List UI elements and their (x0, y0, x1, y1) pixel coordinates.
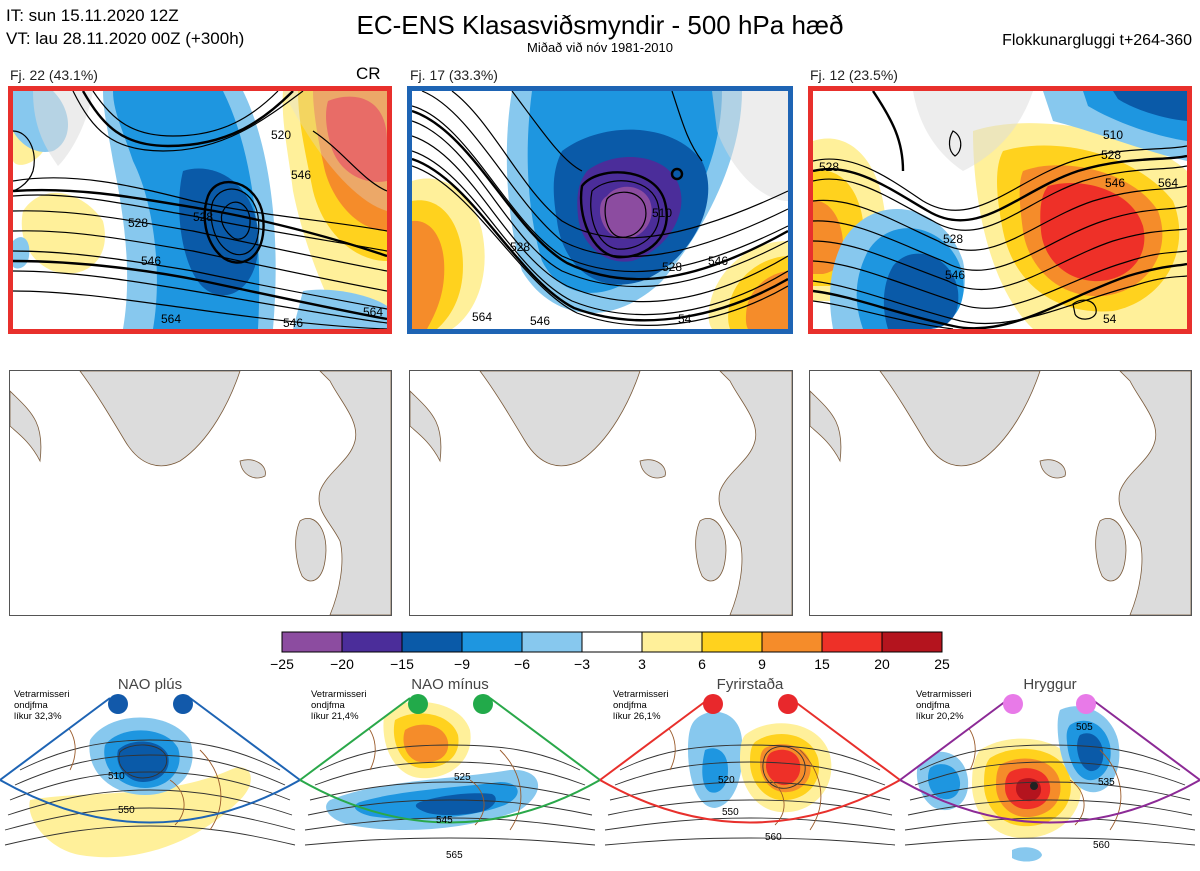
cluster-3-label: Fj. 12 (23.5%) (810, 67, 898, 83)
colorbar-cell (821, 631, 883, 653)
regime-2-contour-label: 525 (454, 772, 471, 783)
regime-2-border (299, 697, 601, 824)
colorbar-cell (581, 631, 643, 653)
cluster-1-contour-label: 564 (363, 305, 383, 319)
regime-4-contour-label: 535 (1098, 777, 1115, 788)
cluster-3-map: 510 528 546 528 546 564 528 54 (808, 86, 1192, 334)
regime-4-contour-label: 560 (1093, 840, 1110, 851)
regime-4-map (904, 706, 1196, 862)
regime-1-contour-label: 550 (118, 805, 135, 816)
regime-1-border (0, 697, 301, 824)
cluster-1-contour-label: 564 (161, 312, 181, 326)
cluster-2-contour-label: 546 (708, 254, 728, 268)
cluster-3-contour-label: 528 (943, 232, 963, 246)
cluster-1-contour-label: 528 (128, 216, 148, 230)
colorbar-tick-label: −3 (574, 656, 590, 672)
cluster-1-contour-label: 546 (283, 316, 303, 329)
regime-4-text: Vetrarmisseri ondjfma líkur 20,2% (916, 689, 972, 722)
regime-1-contour-label: 510 (108, 771, 125, 782)
cluster-3-contour-label: 528 (1101, 148, 1121, 162)
cluster-2-map: 510 528 546 564 528 546 54 (407, 86, 793, 334)
regime-2-contour-label: 565 (446, 850, 463, 861)
cluster-2-contour-label: 528 (510, 240, 530, 254)
colorbar-tick-label: 6 (698, 656, 706, 672)
colorbar-tick-label: 25 (934, 656, 950, 672)
colorbar-tick-label: 3 (638, 656, 646, 672)
cluster-1-tag: CR (356, 64, 381, 83)
cluster-2-contour-label: 528 (662, 260, 682, 274)
regime-1-text: Vetrarmisseri ondjfma líkur 32,3% (14, 689, 70, 722)
colorbar-tick-label: −6 (514, 656, 530, 672)
cluster-3-contour-label: 564 (1158, 176, 1178, 190)
colorbar-cell (341, 631, 403, 653)
regime-3-text: Vetrarmisseri ondjfma líkur 26,1% (613, 689, 669, 722)
header-info: IT: sun 15.11.2020 12Z VT: lau 28.11.202… (6, 4, 244, 50)
cluster-3-contour-label: 510 (1103, 128, 1123, 142)
cluster-3-contour-label: 54 (1103, 312, 1117, 326)
colorbar-cell (881, 631, 943, 653)
regime-2-text: Vetrarmisseri ondjfma líkur 21,4% (311, 689, 367, 722)
init-time: IT: sun 15.11.2020 12Z (6, 6, 179, 25)
regime-2-dot (473, 694, 493, 714)
colorbar-cell (401, 631, 463, 653)
cluster-1-map: 528 520 528 546 546 564 546 564 (8, 86, 392, 334)
colorbar-tick-label: −20 (330, 656, 354, 672)
regime-3-map (604, 711, 896, 846)
regime-2-contour-label: 545 (436, 815, 453, 826)
regime-4-dot (1076, 694, 1096, 714)
regime-2-dot (408, 694, 428, 714)
regime-1-name: NAO plús (117, 676, 183, 693)
colorbar-tick-label: −25 (270, 656, 294, 672)
regime-3-name: Fyrirstaða (716, 676, 784, 693)
cluster-2-contour-label: 54 (678, 312, 692, 326)
cluster-3-contour-label: 546 (945, 268, 965, 282)
colorbar-cell (701, 631, 763, 653)
regime-4-border (899, 697, 1200, 824)
colorbar-tick-label: 20 (874, 656, 890, 672)
colorbar-tick-label: −15 (390, 656, 414, 672)
cluster-3-contour-label: 528 (819, 160, 839, 174)
colorbar-cell (761, 631, 823, 653)
cluster-window: Flokkunargluggi t+264-360 (1002, 32, 1192, 49)
regime-4-contour-label: 505 (1076, 722, 1093, 733)
regime-1-map (4, 717, 296, 858)
cluster-1-label: Fj. 22 (43.1%) (10, 67, 98, 83)
cluster-2-contour-label: 510 (652, 206, 672, 220)
cluster-3-contour-label: 546 (1105, 176, 1125, 190)
regime-3-contour-label: 520 (718, 775, 735, 786)
page-subtitle: Miðað við nóv 1981-2010 (527, 40, 673, 55)
cluster-1-contour-label: 528 (193, 210, 213, 224)
colorbar-cell (521, 631, 583, 653)
base-map-1 (9, 370, 392, 616)
cluster-1-contour-label: 520 (271, 128, 291, 142)
cluster-2-contour-label: 564 (472, 310, 492, 324)
regime-4-dot (1003, 694, 1023, 714)
colorbar-cell (281, 631, 343, 653)
valid-time: VT: lau 28.11.2020 00Z (+300h) (6, 29, 245, 48)
regime-2-map (304, 701, 596, 846)
regime-3-contour-label: 550 (722, 807, 739, 818)
cluster-2-label: Fj. 17 (33.3%) (410, 67, 498, 83)
colorbar (281, 631, 943, 653)
regime-3-border (599, 697, 901, 824)
cluster-2-contour-label: 546 (530, 314, 550, 328)
colorbar-cell (641, 631, 703, 653)
colorbar-tick-label: 15 (814, 656, 830, 672)
cluster-1-contour-label: 546 (141, 254, 161, 268)
regime-1-dot (173, 694, 193, 714)
base-map-3 (809, 370, 1192, 616)
colorbar-tick-label: −9 (454, 656, 470, 672)
regime-2-name: NAO mínus (411, 676, 489, 693)
regime-3-dot (703, 694, 723, 714)
regime-3-contour-label: 560 (765, 832, 782, 843)
page-title: EC-ENS Klasasviðsmyndir - 500 hPa hæð (356, 10, 844, 40)
regime-maps: 510 550 525 545 565 (0, 694, 1200, 862)
base-map-2 (409, 370, 793, 616)
cluster-1-contour-label: 546 (291, 168, 311, 182)
regime-4-name: Hryggur (1023, 676, 1077, 693)
regime-1-dot (108, 694, 128, 714)
colorbar-cell (461, 631, 523, 653)
colorbar-tick-label: 9 (758, 656, 766, 672)
regime-3-dot (778, 694, 798, 714)
